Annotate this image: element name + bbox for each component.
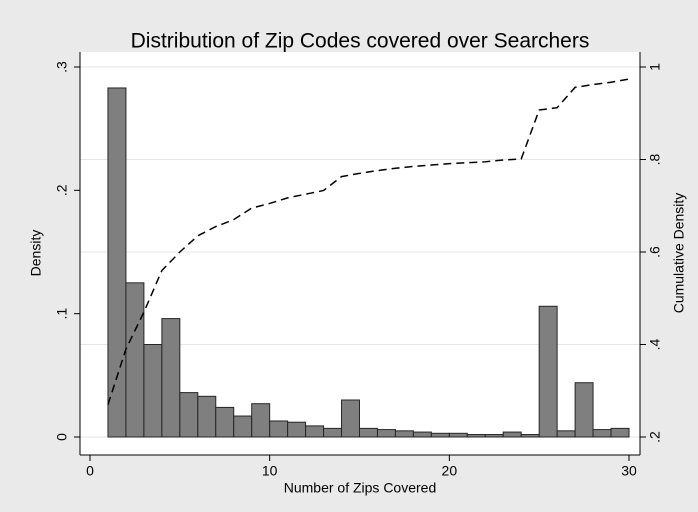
x-tick-label: 0 — [86, 463, 94, 479]
y2-tick-label: .2 — [647, 431, 663, 443]
x-tick-label: 10 — [262, 463, 278, 479]
x-axis-label: Number of Zips Covered — [284, 480, 437, 496]
y-tick-label: .2 — [54, 184, 70, 196]
bar — [323, 427, 343, 438]
bar — [430, 432, 450, 438]
x-tick-label: 20 — [442, 463, 458, 479]
bar — [556, 430, 576, 438]
bar — [251, 403, 271, 438]
bar — [484, 434, 504, 438]
bar — [341, 399, 360, 438]
cumulative-line — [107, 78, 630, 405]
bar — [359, 427, 378, 438]
bar — [394, 430, 414, 438]
y2-axis-label: Cumulative Density — [671, 193, 687, 314]
bar — [538, 305, 558, 438]
x-tick-label: 30 — [621, 463, 637, 479]
bar — [269, 420, 289, 438]
bar — [125, 282, 145, 438]
bar — [376, 429, 396, 438]
bar — [179, 392, 199, 438]
bar — [574, 382, 594, 438]
bar — [592, 429, 612, 438]
bar — [305, 425, 325, 438]
y2-tick-label: .6 — [647, 246, 663, 258]
bar — [287, 421, 307, 438]
bar — [610, 427, 630, 438]
y2-tick-label: .4 — [647, 338, 663, 350]
bar — [197, 395, 217, 438]
bar — [448, 432, 468, 438]
bar — [466, 434, 486, 438]
y-tick-label: 0 — [54, 433, 70, 441]
y2-tick-label: 1 — [647, 63, 663, 71]
bar — [233, 415, 253, 438]
y-axis-label: Density — [28, 230, 44, 277]
chart-title: Distribution of Zip Codes covered over S… — [131, 30, 590, 53]
y2-tick-label: .8 — [647, 153, 663, 165]
bar — [412, 431, 432, 438]
bar — [520, 434, 540, 438]
bar — [161, 318, 181, 438]
y-tick-label: .3 — [54, 61, 70, 73]
bar — [215, 406, 235, 438]
bar — [502, 431, 522, 438]
bar — [107, 87, 127, 438]
y-tick-label: .1 — [54, 308, 70, 320]
bar — [143, 344, 163, 438]
